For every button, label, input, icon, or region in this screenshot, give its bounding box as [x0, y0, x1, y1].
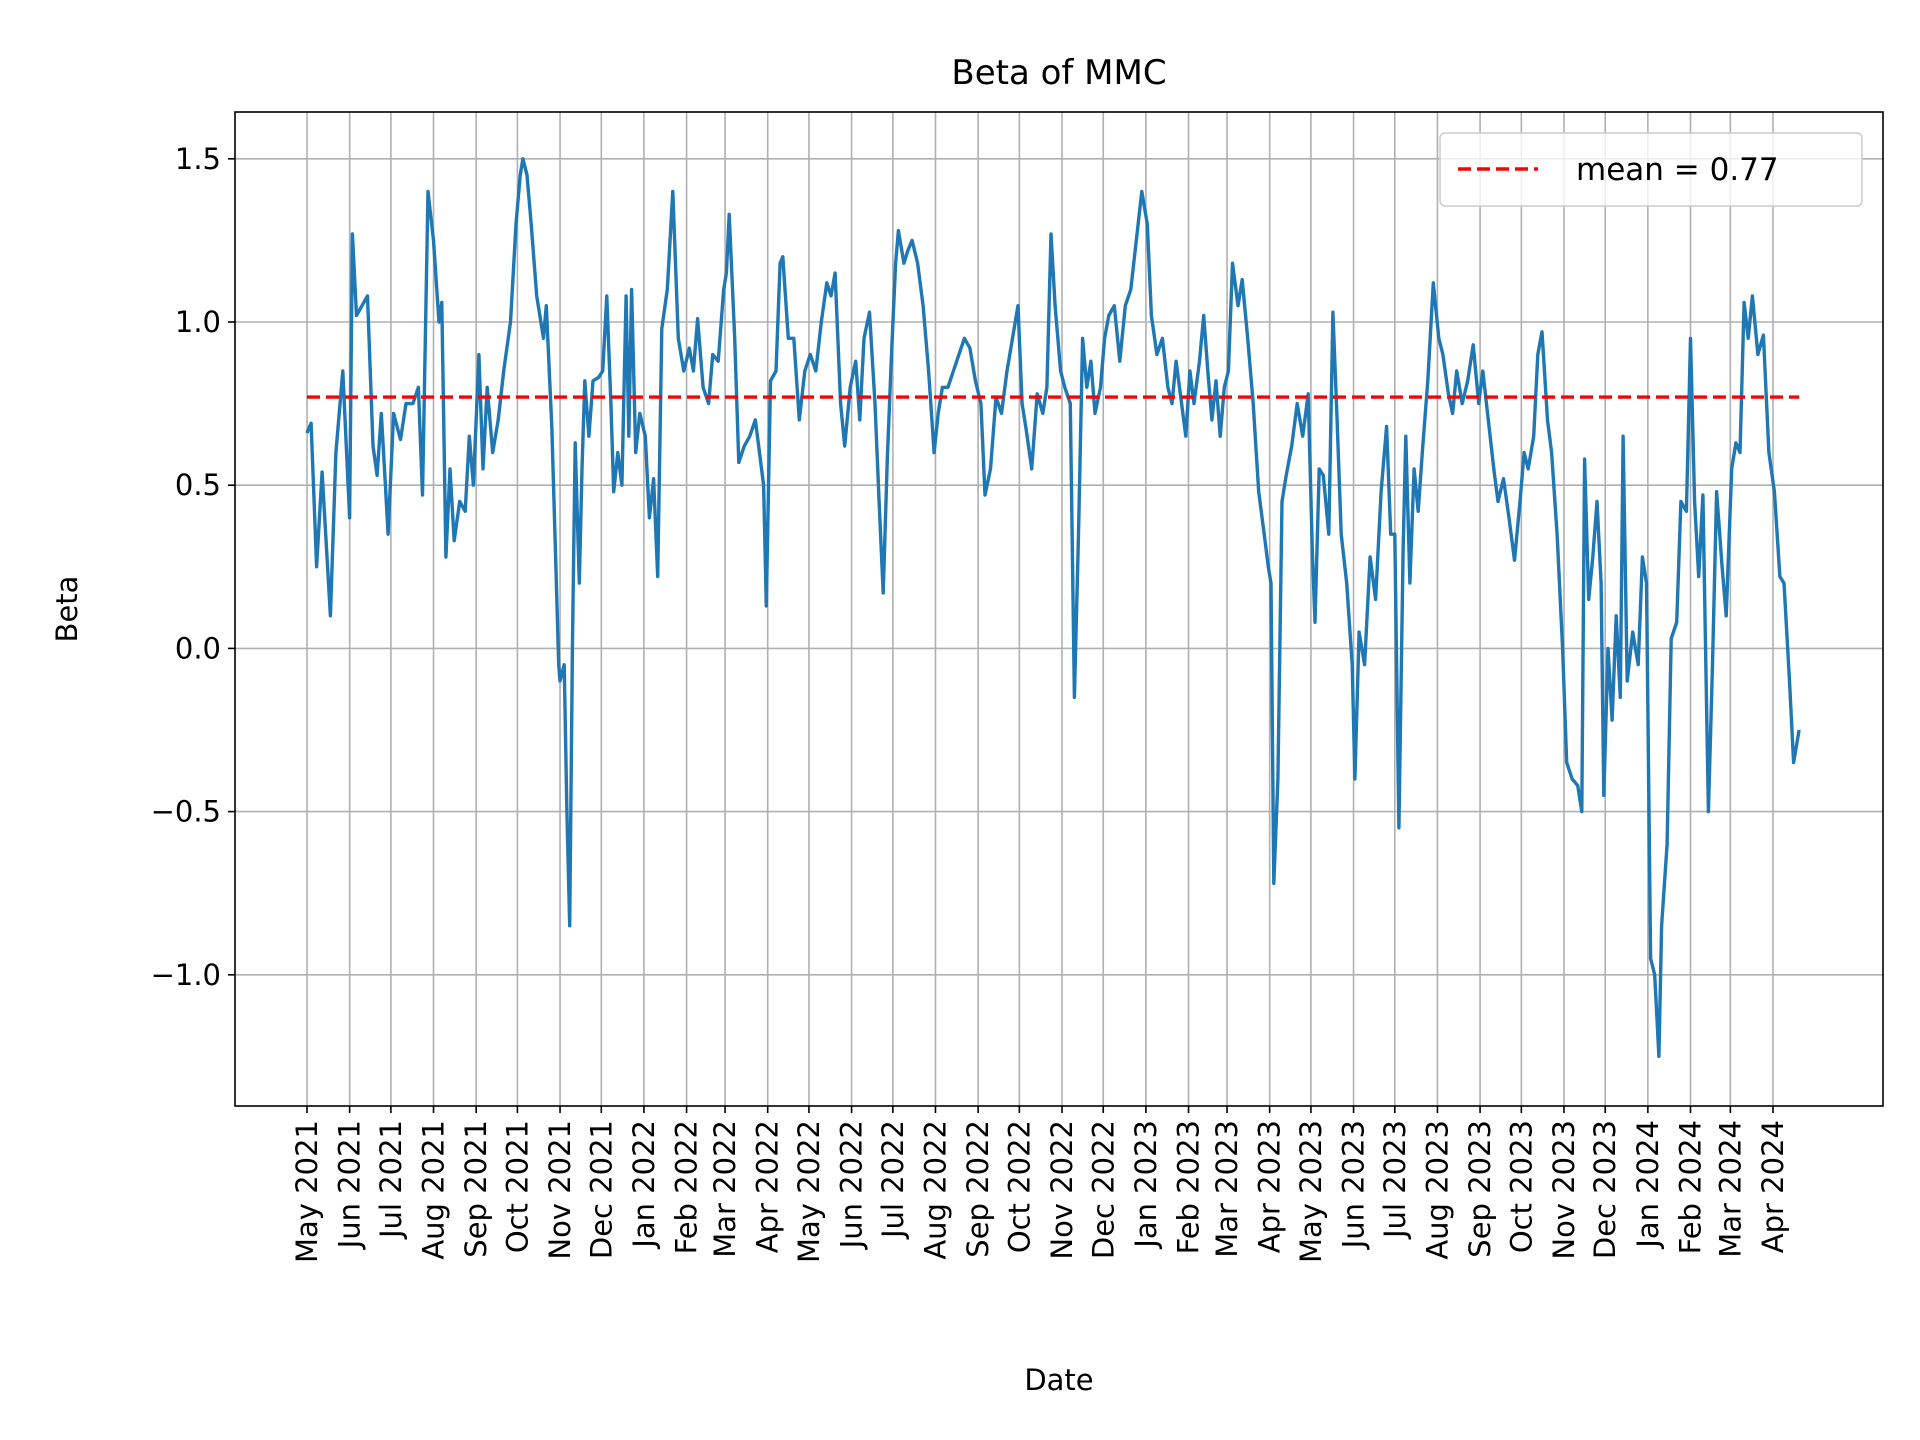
y-ticks: 1.5 1.0 0.5 0.0 −0.5 −1.0 [151, 142, 235, 992]
x-tick-label: Feb 2022 [670, 1120, 704, 1254]
axes-frame [234, 111, 1884, 1107]
x-tick-label: May 2023 [1294, 1120, 1328, 1263]
x-tick-label: Aug 2022 [918, 1120, 952, 1260]
x-tick-label: Nov 2021 [543, 1120, 577, 1260]
legend-box [1439, 132, 1863, 207]
y-tick-label: 0.0 [175, 631, 221, 665]
x-tick-label: Dec 2022 [1086, 1120, 1120, 1259]
legend-mean-label: mean = 0.77 [1576, 152, 1779, 188]
grid [235, 112, 1883, 1106]
x-tick-label: Sep 2023 [1463, 1120, 1497, 1258]
y-axis-label: Beta [50, 576, 84, 643]
x-tick-label: Sep 2021 [459, 1120, 493, 1258]
chart-title: Beta of MMC [951, 53, 1166, 93]
x-tick-label: Mar 2022 [708, 1120, 742, 1258]
x-tick-label: Jun 2021 [333, 1120, 367, 1250]
x-tick-label: Jan 2023 [1129, 1120, 1163, 1250]
x-tick-label: Jan 2024 [1631, 1120, 1665, 1250]
x-tick-label: Feb 2024 [1673, 1120, 1707, 1254]
x-tick-label: Jun 2022 [835, 1120, 869, 1250]
x-tick-label: Jun 2023 [1337, 1120, 1371, 1250]
x-tick-label: Dec 2023 [1588, 1120, 1622, 1259]
x-tick-label: Nov 2023 [1547, 1120, 1581, 1260]
x-tick-label: Oct 2022 [1002, 1120, 1036, 1253]
x-tick-label: May 2022 [792, 1120, 826, 1263]
x-tick-label: Oct 2021 [500, 1120, 534, 1253]
x-tick-label: Jul 2021 [374, 1120, 408, 1240]
x-tick-label: Oct 2023 [1504, 1120, 1538, 1253]
x-tick-label: Sep 2022 [961, 1120, 995, 1258]
legend: mean = 0.77 [1439, 132, 1863, 207]
x-tick-label: Feb 2023 [1172, 1120, 1206, 1254]
x-tick-label: Dec 2021 [584, 1120, 618, 1259]
x-tick-label: Apr 2023 [1253, 1120, 1287, 1253]
y-tick-label: 1.0 [175, 305, 221, 339]
x-tick-label: Mar 2023 [1210, 1120, 1244, 1258]
x-tick-label: Jul 2022 [876, 1120, 910, 1240]
x-tick-label: Nov 2022 [1045, 1120, 1079, 1260]
y-tick-label: 0.5 [175, 468, 221, 502]
x-tick-label: Jan 2022 [627, 1120, 661, 1250]
x-tick-label: Aug 2023 [1420, 1120, 1454, 1260]
x-tick-label: Apr 2022 [751, 1120, 785, 1253]
y-tick-label: −1.0 [151, 958, 221, 992]
x-tick-label: May 2021 [290, 1120, 324, 1263]
y-tick-label: −0.5 [151, 795, 221, 829]
x-ticks: May 2021 Jun 2021 Jul 2021 Aug 2021 Sep 2021… [290, 1106, 1790, 1263]
series-layer [305, 157, 1801, 1059]
x-tick-label: Mar 2024 [1713, 1120, 1747, 1258]
x-tick-label: Jul 2023 [1378, 1120, 1412, 1240]
x-tick-label: Aug 2021 [417, 1120, 451, 1260]
x-tick-label: Apr 2024 [1756, 1120, 1790, 1253]
y-tick-label: 1.5 [175, 142, 221, 176]
beta-line [305, 157, 1801, 1059]
x-axis-label: Date [1024, 1363, 1093, 1397]
